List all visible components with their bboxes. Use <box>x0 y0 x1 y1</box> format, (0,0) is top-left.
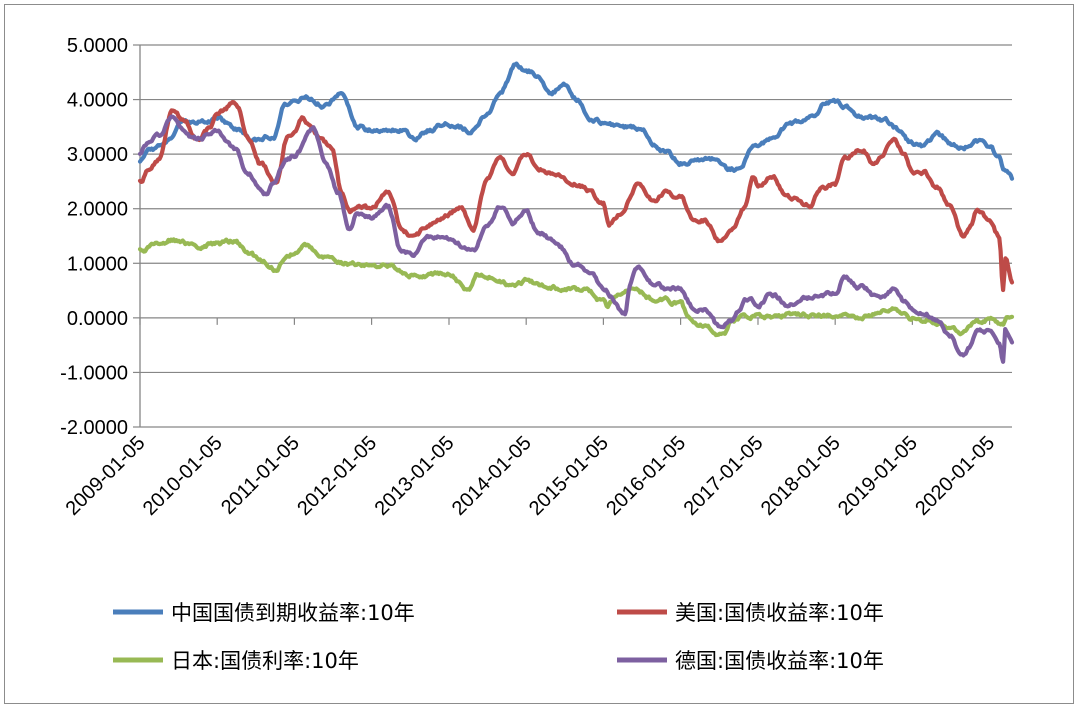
x-tick-label: 2010-01-05 <box>139 432 227 520</box>
y-tick-label: 4.0000 <box>67 90 128 112</box>
y-tick-label: -1.0000 <box>60 362 128 384</box>
y-tick-label: -2.0000 <box>60 417 128 439</box>
x-tick-label: 2018-01-05 <box>757 432 845 520</box>
legend-label: 德国:国债收益率:10年 <box>675 649 884 673</box>
x-tick-label: 2019-01-05 <box>834 432 922 520</box>
y-tick-label: 1.0000 <box>67 253 128 275</box>
axes <box>133 44 1012 428</box>
x-tick-label: 2020-01-05 <box>911 432 999 520</box>
x-tick-label: 2012-01-05 <box>293 432 381 520</box>
legend-label: 日本:国债利率:10年 <box>171 649 359 673</box>
legend-label: 美国:国债收益率:10年 <box>675 601 884 625</box>
series-line-3 <box>137 237 1015 338</box>
x-tick-label: 2011-01-05 <box>217 432 304 519</box>
y-tick-label: 2.0000 <box>67 199 128 221</box>
x-tick-label: 2009-01-05 <box>62 432 150 520</box>
x-tick-labels: 2009-01-052010-01-052011-01-052012-01-05… <box>62 432 999 520</box>
series-line-4 <box>137 114 1015 364</box>
x-tick-label: 2015-01-05 <box>525 432 613 520</box>
x-tick-label: 2017-01-05 <box>680 432 768 520</box>
y-tick-labels: 5.0000 4.0000 3.0000 2.0000 1.0000 0.0000 -1.0… <box>60 35 128 439</box>
series-line-2 <box>137 100 1015 293</box>
x-tick-label: 2016-01-05 <box>602 432 690 520</box>
x-tick-label: 2014-01-05 <box>448 432 536 520</box>
series-lines <box>137 61 1015 364</box>
y-tick-label: 3.0000 <box>67 144 128 166</box>
y-tick-label: 5.0000 <box>67 35 128 57</box>
legend-label: 中国国债到期收益率:10年 <box>171 601 415 625</box>
series-line-1 <box>137 61 1015 181</box>
y-tick-label: 0.0000 <box>67 308 128 330</box>
x-tick-label: 2013-01-05 <box>371 432 459 520</box>
